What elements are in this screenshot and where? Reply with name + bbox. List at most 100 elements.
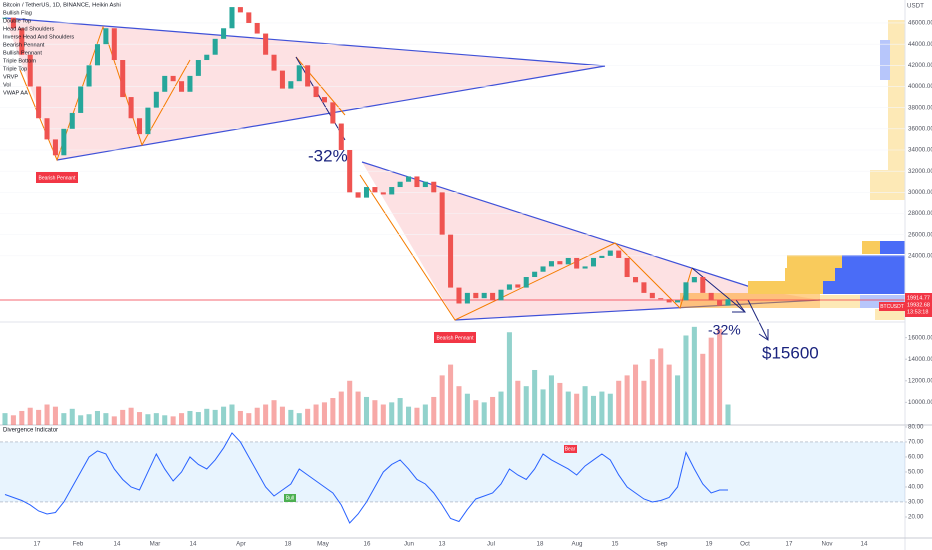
rsi-line: [4, 432, 728, 524]
x-tick-label: 17: [786, 541, 793, 548]
candle: [506, 284, 512, 290]
volume-bar: [490, 396, 496, 425]
volume-bar: [439, 375, 445, 425]
volume-bar: [288, 409, 294, 425]
vp-bar: [870, 170, 905, 200]
candle: [523, 277, 529, 288]
x-tick-label: Sep: [656, 541, 668, 548]
x-tick-label: 17: [34, 541, 41, 548]
price-tag: 19914.77: [907, 295, 930, 301]
volume-bar: [456, 386, 462, 425]
volume-bar: [532, 369, 538, 425]
volume-bar: [170, 416, 176, 425]
candle: [254, 22, 260, 34]
candle: [498, 289, 504, 301]
volume-bar: [498, 391, 504, 425]
arrow: [691, 267, 746, 313]
volume-bar: [69, 408, 75, 425]
volume-bar: [666, 364, 672, 425]
volume-bar: [683, 335, 689, 425]
candle: [481, 292, 487, 299]
candle: [145, 107, 151, 135]
volume-bar: [120, 409, 126, 425]
candle: [515, 284, 521, 288]
candle: [128, 97, 134, 119]
candle: [675, 300, 681, 303]
volume-profile: [748, 20, 905, 320]
volume-bar: [263, 404, 269, 425]
y-tick-label: 36000.00: [908, 125, 932, 132]
x-tick-label: 14: [190, 541, 197, 548]
candle: [633, 277, 639, 283]
vp-bar: [888, 20, 905, 200]
candle: [187, 75, 193, 92]
volume-tick-label: 16000.00: [908, 334, 932, 341]
candle: [330, 102, 336, 124]
symbol-tag: BTCUSDT: [880, 304, 904, 310]
volume-bar: [36, 409, 42, 425]
volume-tick-label: 12000.00: [908, 377, 932, 384]
volume-bar: [78, 415, 84, 425]
volume-bar: [44, 404, 50, 425]
volume-bar: [557, 382, 563, 425]
candle: [10, 17, 16, 29]
pennant-fill: [362, 162, 820, 320]
candle: [540, 266, 546, 272]
x-tick-label: 19: [706, 541, 713, 548]
volume-bar: [111, 416, 117, 425]
x-tick-label: Jul: [487, 541, 495, 548]
trend-line: [4, 17, 606, 67]
volume-tick-label: 14000.00: [908, 356, 932, 363]
candle: [179, 81, 185, 92]
x-tick-label: 13: [439, 541, 446, 548]
volume-bar: [321, 402, 327, 425]
legend-item: Bullish Flag: [3, 10, 32, 16]
vp-bar: [875, 309, 905, 320]
candle: [111, 28, 117, 61]
vp-bar: [748, 281, 823, 294]
divergence-label: Bull: [286, 495, 294, 501]
trend-line: [454, 299, 821, 321]
candle: [237, 7, 243, 13]
candle: [607, 250, 613, 256]
annotation: $15600: [762, 343, 819, 362]
volume-bar: [565, 391, 571, 425]
axis-unit: USDT: [907, 3, 924, 10]
candle: [271, 54, 277, 71]
rsi-tick-label: 20.00: [908, 514, 924, 521]
legend-item: Vol: [3, 82, 11, 88]
volume-bar: [279, 406, 285, 425]
candle: [27, 54, 33, 87]
volume-bar: [86, 414, 92, 425]
y-tick-label: 34000.00: [908, 147, 932, 154]
volume-tick-label: 10000.00: [908, 399, 932, 406]
candle: [641, 282, 647, 293]
pennant-fill: [5, 18, 605, 160]
candle: [321, 97, 327, 103]
volume-bar: [523, 386, 529, 425]
volume-bar: [725, 404, 731, 425]
rsi-tick-label: 60.00: [908, 454, 924, 461]
candle: [380, 192, 386, 195]
label-box: [36, 172, 78, 183]
candle: [313, 86, 319, 98]
volume-bar: [10, 415, 16, 425]
vp-bar: [820, 295, 860, 308]
trend-line: [361, 161, 761, 291]
candle: [86, 65, 92, 87]
candle: [414, 176, 420, 188]
chart-title: Bitcoin / TetherUS, 1D, BINANCE, Heikin …: [3, 3, 121, 9]
candle: [120, 60, 126, 98]
label-box: [564, 445, 577, 453]
candle: [548, 261, 554, 267]
candle: [406, 176, 412, 182]
candle: [473, 292, 479, 299]
candle: [616, 250, 622, 258]
volume-bar: [355, 391, 361, 425]
vp-bar: [835, 268, 905, 281]
volume-bar: [162, 415, 168, 425]
rsi-tick-label: 70.00: [908, 439, 924, 446]
candle: [717, 300, 723, 306]
volume-bar: [574, 393, 580, 425]
